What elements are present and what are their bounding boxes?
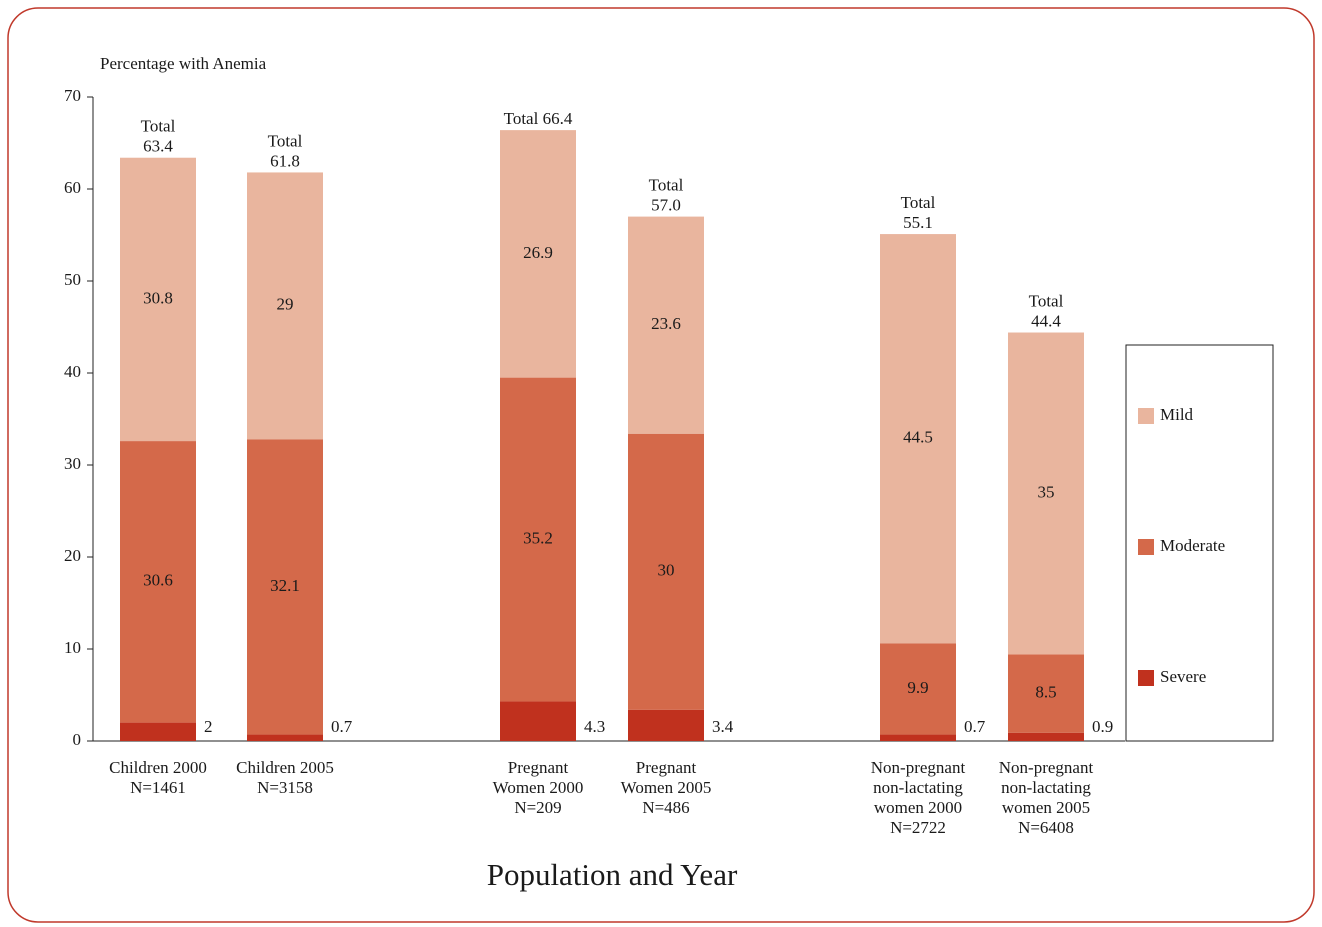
value-label: 8.5 bbox=[1035, 683, 1056, 702]
value-label: 9.9 bbox=[907, 678, 928, 697]
value-label: 30.8 bbox=[143, 288, 173, 307]
x-tick-label: non-lactating bbox=[873, 778, 963, 797]
bar-segment bbox=[1008, 332, 1084, 655]
legend-swatch bbox=[1138, 539, 1154, 555]
x-tick-label: Pregnant bbox=[508, 758, 569, 777]
value-label: 35.2 bbox=[523, 528, 553, 547]
value-label: 4.3 bbox=[584, 717, 605, 736]
bar-segment bbox=[500, 130, 576, 378]
value-label: 0.9 bbox=[1092, 717, 1113, 736]
total-label-line: Total bbox=[141, 117, 176, 136]
value-label: 0.7 bbox=[331, 717, 353, 736]
total-label: Total 66.4 bbox=[504, 109, 573, 128]
bar-segment bbox=[880, 643, 956, 735]
x-tick-label: Women 2005 bbox=[621, 778, 712, 797]
x-tick-label: N=209 bbox=[514, 798, 561, 817]
total-label-line: Total 66.4 bbox=[504, 109, 573, 128]
y-tick-label: 70 bbox=[64, 86, 81, 105]
legend-label: Moderate bbox=[1160, 536, 1225, 555]
bar-segment bbox=[880, 234, 956, 644]
legend-swatch bbox=[1138, 670, 1154, 686]
bar-segment bbox=[1008, 654, 1084, 733]
y-axis-label: Percentage with Anemia bbox=[100, 54, 267, 73]
total-label-line: 44.4 bbox=[1031, 311, 1061, 330]
bar-segment bbox=[1008, 732, 1084, 741]
total-label-line: Total bbox=[649, 176, 684, 195]
legend-label: Severe bbox=[1160, 667, 1206, 686]
value-label: 44.5 bbox=[903, 428, 933, 447]
x-axis-label: Population and Year bbox=[487, 857, 738, 892]
bar-segment bbox=[880, 734, 956, 741]
total-label-line: Total bbox=[901, 193, 936, 212]
bar-segment bbox=[500, 377, 576, 702]
x-tick-label: N=6408 bbox=[1018, 818, 1074, 837]
y-tick-label: 60 bbox=[64, 178, 81, 197]
bar-segment bbox=[628, 433, 704, 710]
total-label-line: 61.8 bbox=[270, 151, 300, 170]
bar-segment bbox=[120, 441, 196, 723]
y-tick-label: 40 bbox=[64, 362, 81, 381]
x-tick-label: N=486 bbox=[642, 798, 689, 817]
bar-segment bbox=[247, 172, 323, 440]
bar-segment bbox=[500, 701, 576, 741]
value-label: 0.7 bbox=[964, 717, 986, 736]
value-label: 26.9 bbox=[523, 243, 553, 262]
value-label: 3.4 bbox=[712, 717, 734, 736]
bar-segment bbox=[120, 722, 196, 741]
x-tick-label: Children 2000 bbox=[109, 758, 207, 777]
bar-segment bbox=[247, 439, 323, 735]
total-label-line: Total bbox=[1029, 291, 1064, 310]
total-label-line: 55.1 bbox=[903, 213, 933, 232]
total-label-line: 63.4 bbox=[143, 137, 173, 156]
x-tick-label: non-lactating bbox=[1001, 778, 1091, 797]
total-label-line: 57.0 bbox=[651, 196, 681, 215]
y-tick-label: 20 bbox=[64, 546, 81, 565]
value-label: 23.6 bbox=[651, 314, 681, 333]
x-tick-label: women 2000 bbox=[874, 798, 962, 817]
value-label: 32.1 bbox=[270, 576, 300, 595]
frame bbox=[7, 7, 1315, 923]
y-tick-label: 0 bbox=[73, 730, 82, 749]
x-tick-label: N=1461 bbox=[130, 778, 186, 797]
y-tick-label: 10 bbox=[64, 638, 81, 657]
value-label: 2 bbox=[204, 717, 213, 736]
x-tick-label: Pregnant bbox=[636, 758, 697, 777]
x-tick-label: N=3158 bbox=[257, 778, 313, 797]
y-tick-label: 30 bbox=[64, 454, 81, 473]
x-tick-label: Non-pregnant bbox=[999, 758, 1094, 777]
bar-segment bbox=[247, 734, 323, 741]
x-tick-label: Non-pregnant bbox=[871, 758, 966, 777]
x-tick-label: Children 2005 bbox=[236, 758, 334, 777]
y-tick-label: 50 bbox=[64, 270, 81, 289]
value-label: 35 bbox=[1038, 482, 1055, 501]
bar-segment bbox=[120, 157, 196, 442]
value-label: 29 bbox=[277, 295, 294, 314]
legend-swatch bbox=[1138, 408, 1154, 424]
legend-label: Mild bbox=[1160, 405, 1194, 424]
total-label-line: Total bbox=[268, 131, 303, 150]
x-tick-label: women 2005 bbox=[1002, 798, 1090, 817]
value-label: 30 bbox=[658, 561, 675, 580]
x-tick-label: N=2722 bbox=[890, 818, 946, 837]
bar-segment bbox=[628, 709, 704, 741]
bar-segment bbox=[628, 216, 704, 434]
x-tick-label: Women 2000 bbox=[493, 778, 584, 797]
value-label: 30.6 bbox=[143, 571, 173, 590]
